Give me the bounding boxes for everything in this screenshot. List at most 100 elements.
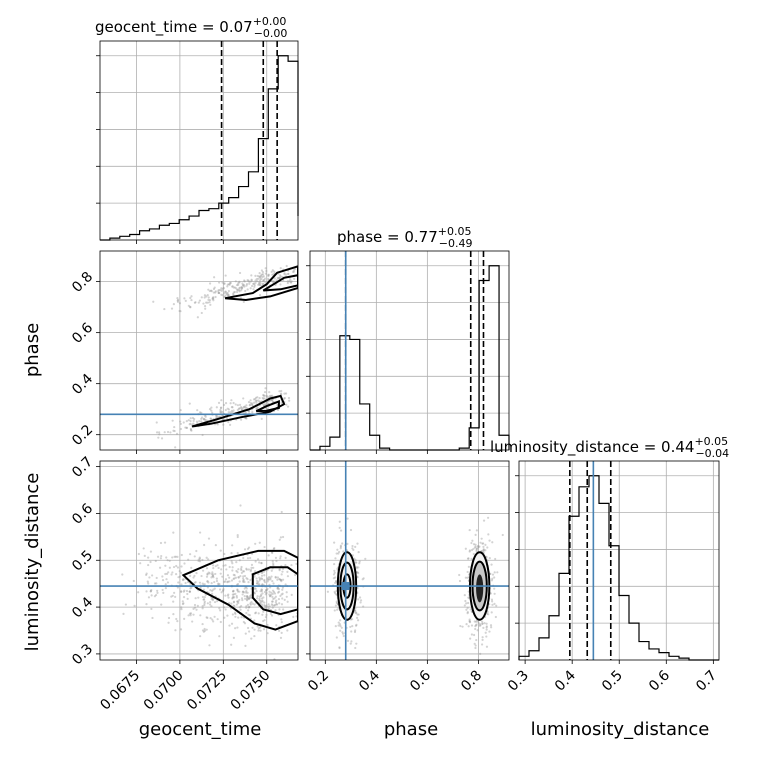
scatter-point — [176, 299, 179, 302]
scatter-point — [476, 629, 479, 632]
scatter-point — [253, 592, 256, 595]
scatter-point — [269, 612, 272, 615]
scatter-point — [241, 590, 244, 594]
scatter-point — [203, 602, 206, 605]
scatter-point — [158, 433, 161, 436]
scatter-point — [207, 558, 210, 561]
scatter-point — [487, 613, 490, 616]
scatter-point — [262, 628, 266, 631]
scatter-point — [228, 565, 231, 569]
scatter-point — [326, 590, 329, 593]
scatter-point — [254, 279, 257, 282]
scatter-point — [490, 626, 493, 629]
scatter-point — [244, 411, 247, 414]
scatter-point — [156, 591, 159, 594]
scatter-point — [226, 580, 229, 584]
scatter-point — [357, 566, 360, 569]
scatter-point — [249, 603, 252, 606]
scatter-point — [187, 304, 190, 307]
scatter-point — [466, 557, 470, 560]
scatter-point — [202, 417, 205, 420]
scatter-point — [193, 606, 197, 609]
scatter-point — [166, 430, 170, 434]
scatter-point — [284, 556, 287, 559]
title-main: luminosity_distance = 0.44 — [490, 438, 694, 457]
scatter-point — [479, 624, 482, 627]
scatter-point — [212, 567, 215, 570]
scatter-point — [272, 604, 276, 607]
scatter-point — [496, 571, 499, 574]
scatter-point — [276, 586, 279, 590]
scatter-point — [253, 285, 256, 288]
scatter-point — [334, 592, 337, 595]
x-tick-label-0: 0.0675 — [97, 668, 143, 714]
scatter-point — [263, 619, 266, 622]
scatter-point — [501, 533, 504, 537]
scatter-point — [263, 590, 267, 594]
scatter-point — [210, 572, 214, 576]
scatter-point — [267, 274, 270, 278]
scatter-point — [465, 602, 468, 605]
scatter-point — [187, 614, 190, 617]
scatter-point — [201, 569, 205, 572]
scatter-point — [468, 618, 471, 621]
scatter-point — [354, 612, 358, 615]
scatter-point — [289, 281, 293, 284]
scatter-point — [267, 578, 270, 581]
scatter-point — [189, 417, 192, 420]
scatter-point — [333, 541, 336, 544]
histogram-phase — [310, 265, 510, 451]
scatter-point — [242, 283, 245, 286]
scatter-point — [255, 407, 258, 410]
scatter-point — [207, 581, 210, 584]
scatter-point — [189, 428, 193, 432]
scatter-point — [254, 396, 258, 399]
scatter-point — [163, 541, 167, 544]
scatter-point — [180, 565, 183, 568]
scatter-point — [245, 590, 248, 593]
scatter-point — [266, 580, 269, 583]
scatter-point — [212, 297, 215, 300]
scatter-point — [257, 580, 260, 584]
scatter-point — [234, 576, 238, 579]
scatter-point — [239, 504, 242, 507]
scatter-point — [235, 283, 239, 287]
x-tick-label-0: 0.3 — [505, 668, 532, 695]
scatter-point — [202, 418, 205, 421]
scatter-point — [182, 602, 185, 605]
scatter-point — [246, 279, 249, 282]
scatter-point — [482, 545, 485, 548]
scatter-point — [165, 572, 169, 575]
scatter-point — [260, 594, 263, 597]
scatter-point — [249, 594, 253, 597]
scatter-point — [208, 282, 212, 285]
scatter-point — [122, 612, 125, 615]
scatter-point — [217, 290, 220, 293]
scatter-point — [272, 280, 275, 283]
scatter-point — [263, 279, 266, 282]
scatter-point — [468, 620, 471, 623]
scatter-point — [354, 624, 358, 627]
scatter-point — [252, 566, 255, 569]
scatter-point — [225, 292, 228, 295]
scatter-point — [283, 272, 286, 275]
scatter-point — [349, 625, 352, 629]
scatter-point — [202, 598, 205, 601]
scatter-point — [280, 401, 283, 404]
scatter-point — [232, 600, 236, 603]
scatter-point — [263, 581, 267, 584]
scatter-point — [472, 547, 475, 551]
scatter-point — [236, 600, 239, 603]
scatter-point — [256, 595, 259, 598]
scatter-point — [258, 576, 261, 579]
scatter-point — [213, 600, 217, 604]
scatter-point — [176, 300, 180, 303]
scatter-point — [279, 555, 282, 558]
scatter-point — [263, 579, 266, 582]
scatter-point — [269, 593, 273, 596]
scatter-point — [481, 636, 484, 639]
scatter-point — [218, 281, 221, 284]
scatter-point — [159, 541, 163, 545]
scatter-point — [200, 420, 203, 423]
scatter-point — [184, 426, 187, 429]
